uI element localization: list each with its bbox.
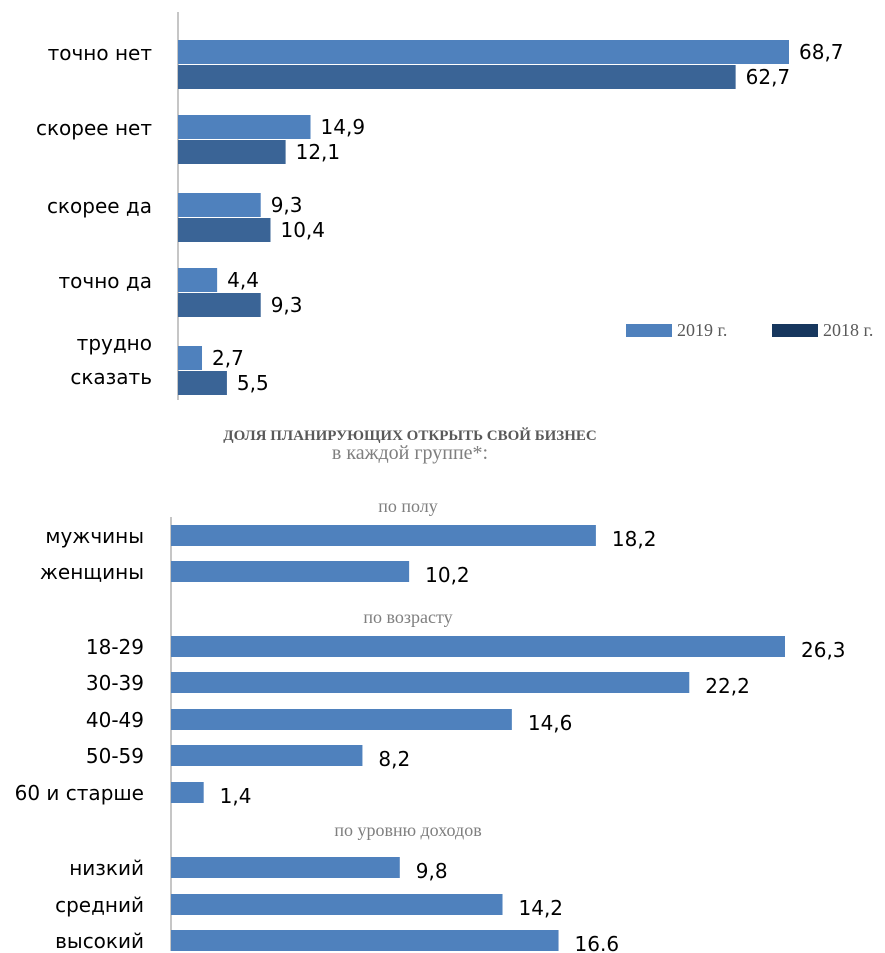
bar-2018 [178, 65, 736, 89]
bar [171, 636, 785, 657]
legend-swatch-2018 [772, 324, 818, 337]
data-label: 12,1 [296, 140, 341, 164]
bar-2018 [178, 371, 227, 395]
data-label: 14,9 [321, 115, 366, 139]
data-label: 16.6 [575, 932, 620, 953]
category-label: женщины [40, 560, 144, 584]
bar-2019 [178, 346, 203, 370]
legend-label: 2019 г. [677, 320, 727, 340]
bar-2019 [178, 40, 789, 64]
data-label: 4,4 [227, 268, 259, 292]
data-label: 10,2 [425, 563, 470, 587]
data-label: 14,6 [528, 711, 573, 735]
bar [171, 857, 400, 878]
legend-swatch-2019 [626, 324, 672, 337]
category-label: 60 и старше [15, 781, 144, 805]
category-label: высокий [55, 929, 144, 953]
category-label: 18-29 [86, 635, 144, 659]
data-label: 68,7 [799, 40, 844, 64]
bar-2019 [178, 268, 218, 292]
data-label: 14,2 [519, 896, 564, 920]
bar [171, 894, 503, 915]
group-label: по возрасту [363, 607, 452, 627]
data-label: 2,7 [212, 346, 244, 370]
bar [171, 745, 363, 766]
bar [171, 930, 559, 951]
category-label: точно нет [48, 41, 153, 65]
data-label: 8,2 [378, 747, 410, 771]
bar [171, 709, 512, 730]
data-label: 9,3 [271, 193, 303, 217]
bar-2019 [178, 193, 261, 217]
category-label: низкий [69, 856, 144, 880]
category-label: средний [55, 893, 144, 917]
legend-label: 2018 г. [823, 320, 873, 340]
data-label: 18,2 [612, 527, 657, 551]
bar-2018 [178, 140, 286, 164]
category-label: скорее да [47, 194, 152, 218]
bar [171, 782, 204, 803]
data-label: 9,8 [416, 859, 448, 883]
chart-subtitle: в каждой группе*: [332, 442, 488, 464]
category-label: 40-49 [86, 708, 144, 732]
data-label: 62,7 [746, 65, 791, 89]
category-label: 50-59 [86, 744, 144, 768]
bar [171, 561, 410, 582]
category-label: скорее нет [36, 116, 152, 140]
data-label: 22,2 [705, 674, 750, 698]
data-label: 26,3 [801, 638, 846, 662]
data-label: 5,5 [237, 371, 269, 395]
category-label: мужчины [45, 524, 144, 548]
chart-title: ДОЛЯ ПЛАНИРУЮЩИХ ОТКРЫТЬ СВОЙ БИЗНЕС [223, 427, 596, 444]
bar [171, 672, 690, 693]
group-label: по уровню доходов [334, 820, 481, 840]
group-label: по полу [378, 496, 438, 516]
category-label: 30-39 [86, 671, 144, 695]
bar-2018 [178, 218, 271, 242]
category-label: точно да [59, 269, 152, 293]
bar-2019 [178, 115, 311, 139]
bar-2018 [178, 293, 261, 317]
bar [171, 525, 596, 546]
category-label: трудно сказать [70, 331, 152, 389]
data-label: 1,4 [220, 784, 252, 808]
data-label: 10,4 [280, 218, 325, 242]
data-label: 9,3 [271, 293, 303, 317]
